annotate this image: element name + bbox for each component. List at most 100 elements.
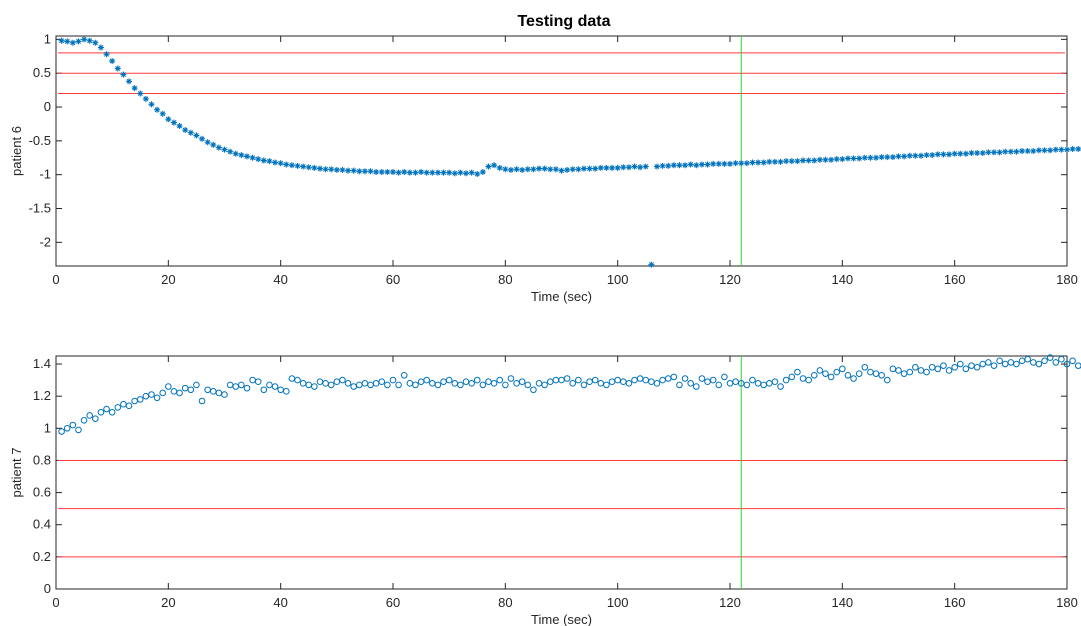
asterisk-stroke	[845, 155, 851, 161]
data-point	[665, 162, 672, 169]
asterisk-stroke	[856, 155, 862, 161]
data-point	[491, 162, 498, 169]
data-point	[614, 164, 621, 171]
data-point	[283, 161, 290, 168]
data-point	[154, 106, 161, 113]
data-point	[530, 386, 537, 394]
data-point	[131, 85, 138, 92]
data-point	[996, 149, 1003, 156]
asterisk-stroke	[188, 130, 194, 136]
data-point	[816, 367, 824, 374]
data-point	[822, 370, 829, 377]
data-point	[193, 381, 200, 389]
asterisk-stroke	[373, 169, 379, 175]
data-point	[564, 166, 571, 173]
asterisk-stroke	[75, 38, 81, 44]
asterisk-stroke	[660, 163, 666, 169]
asterisk-stroke	[839, 156, 845, 162]
data-point	[592, 165, 599, 172]
data-point	[238, 152, 245, 159]
data-point	[777, 158, 784, 165]
data-point	[518, 378, 526, 386]
asterisk-stroke	[587, 166, 593, 172]
data-point	[198, 397, 206, 405]
data-point	[856, 155, 863, 162]
plot-patient-7: 0 20 40 60 80 100 120 140 160 180 0 0.2 0.4 0.6 0.8 1 1.…	[9, 354, 1081, 626]
data-point	[1013, 360, 1020, 368]
data-point	[867, 154, 874, 161]
asterisk-stroke	[238, 152, 244, 158]
data-point	[816, 156, 823, 163]
asterisk-stroke	[873, 155, 879, 161]
x-axis-label: Time (sec)	[531, 289, 592, 304]
data-point	[563, 375, 571, 382]
data-point	[957, 150, 964, 157]
asterisk-stroke	[794, 158, 800, 164]
asterisk-stroke	[446, 170, 452, 176]
data-point	[176, 122, 183, 129]
x-tick-label: 60	[386, 272, 400, 287]
data-point	[956, 360, 964, 368]
asterisk-stroke	[92, 40, 98, 46]
asterisk-stroke	[1053, 147, 1059, 153]
data-point	[861, 363, 869, 371]
asterisk-stroke	[766, 159, 772, 165]
data-point	[1024, 355, 1031, 363]
asterisk-stroke	[727, 161, 733, 167]
data-point	[1063, 360, 1071, 368]
data-point	[895, 153, 902, 160]
data-point	[519, 166, 526, 173]
data-point	[985, 149, 992, 156]
data-point	[586, 165, 593, 172]
asterisk-stroke	[362, 168, 368, 174]
data-point	[771, 378, 779, 386]
x-tick-label: 80	[498, 272, 512, 287]
y-tick-label: 1	[44, 31, 51, 46]
data-point	[1064, 146, 1070, 153]
x-tick-label: 140	[831, 595, 853, 610]
plot-patient-6: 0 20 40 60 80 100 120 140 160 180 1 0.5 0 -0.5 -1 -1.5 -…	[9, 31, 1081, 304]
asterisk-stroke	[104, 51, 110, 57]
data-point	[80, 416, 88, 424]
data-point	[418, 168, 425, 175]
asterisk-stroke	[210, 142, 216, 148]
asterisk-stroke	[969, 150, 975, 156]
asterisk-stroke	[733, 160, 739, 166]
data-point	[243, 153, 250, 160]
y-tick-label: -1.5	[29, 201, 51, 216]
data-point	[603, 381, 610, 389]
data-point	[136, 396, 144, 403]
data-point	[603, 164, 610, 171]
data-point	[681, 375, 689, 382]
data-point	[1052, 359, 1060, 366]
data-point	[86, 37, 93, 44]
asterisk-stroke	[1008, 149, 1014, 155]
data-point	[670, 373, 678, 381]
asterisk-stroke	[295, 163, 301, 169]
data-point	[1035, 360, 1043, 368]
asterisk-stroke	[693, 162, 699, 168]
asterisk-stroke	[407, 170, 413, 176]
data-point	[114, 404, 122, 411]
asterisk-stroke	[946, 151, 952, 157]
data-point	[631, 163, 638, 170]
asterisk-stroke	[519, 167, 525, 173]
x-tick-label: 180	[1056, 595, 1078, 610]
asterisk-stroke	[935, 151, 941, 157]
data-point	[1074, 362, 1081, 369]
data-point	[187, 129, 194, 136]
data-point	[333, 166, 340, 173]
asterisk-stroke	[1047, 147, 1053, 153]
data-point	[844, 371, 852, 379]
asterisk-stroke	[822, 157, 828, 163]
data-point	[148, 101, 155, 108]
y-axis-label: patient 6	[9, 126, 24, 176]
data-point	[120, 71, 127, 78]
asterisk-stroke	[64, 38, 70, 44]
asterisk-stroke	[120, 72, 126, 78]
data-point	[625, 164, 632, 171]
y-tick-label: 0.6	[33, 485, 51, 500]
asterisk-stroke	[525, 166, 531, 172]
asterisk-stroke	[564, 167, 570, 173]
data-point	[850, 375, 857, 382]
